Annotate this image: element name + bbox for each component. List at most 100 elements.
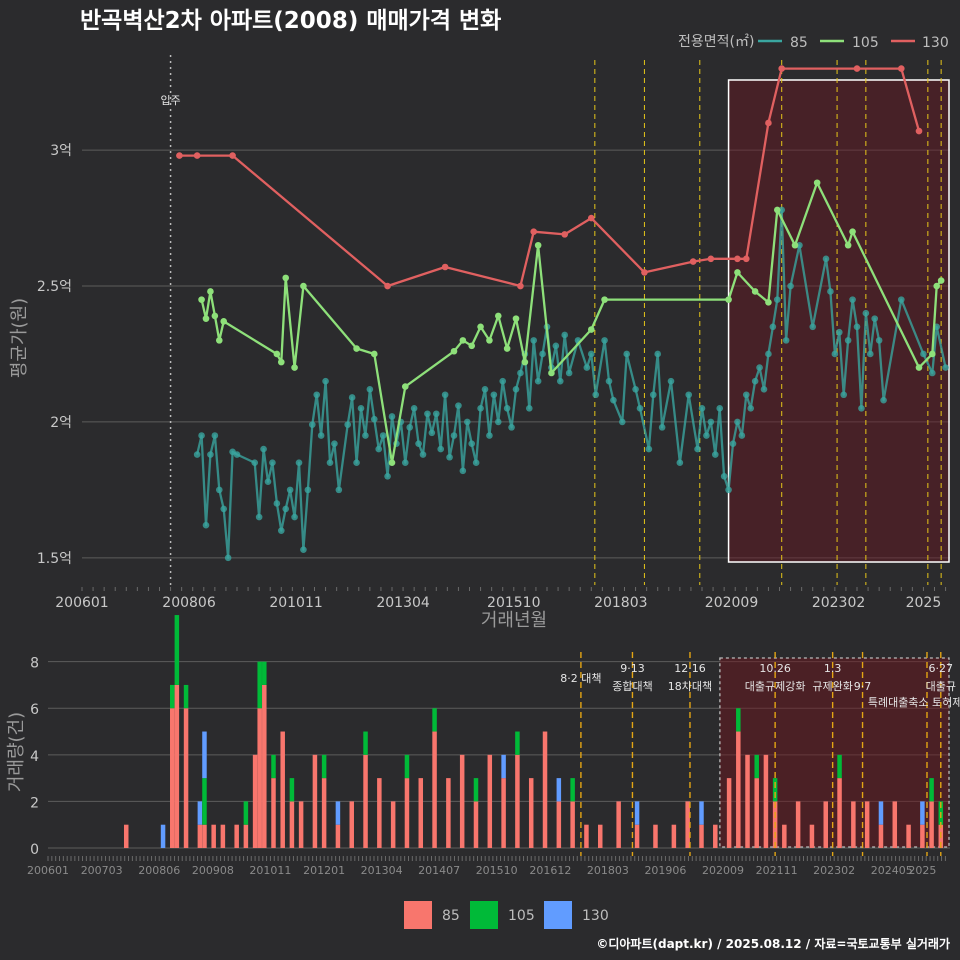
volume-x-tick-label: 202111 <box>756 864 798 877</box>
data-point-85 <box>517 369 524 377</box>
volume-bar-130 <box>699 801 704 825</box>
data-point-85 <box>308 421 316 428</box>
price-chart: 1.5억 2억 2.5억 3억 입주 200601 200806 201011 201304 20… <box>37 55 950 611</box>
data-point-85 <box>477 405 484 412</box>
x-tick-label: 202302 <box>812 595 865 611</box>
data-point-105 <box>928 350 936 358</box>
data-point-105 <box>751 288 759 295</box>
data-point-130 <box>229 152 236 159</box>
volume-bar-85 <box>556 801 562 848</box>
data-point-85 <box>773 296 781 303</box>
data-point-85 <box>455 402 462 409</box>
policy-date-label: 9·13 <box>620 662 645 675</box>
data-point-85 <box>525 405 533 412</box>
data-point-105 <box>198 296 205 303</box>
volume-bar-85 <box>763 754 769 848</box>
volume-bar-85 <box>335 824 341 848</box>
data-point-85 <box>942 364 949 371</box>
data-point-85 <box>207 451 214 458</box>
data-point-105 <box>521 358 529 366</box>
volume-bar-85 <box>616 801 621 848</box>
data-point-105 <box>601 296 608 303</box>
volume-y-tick-label: 4 <box>30 749 39 765</box>
data-point-85 <box>756 364 763 371</box>
volume-bar-105 <box>570 778 575 802</box>
volume-x-tick-label: 200601 <box>27 864 69 877</box>
volume-bar-85 <box>685 801 690 848</box>
data-point-85 <box>760 386 768 393</box>
chart-title: 반곡벽산2차 아파트(2008) 매매가격 변화 <box>80 8 501 34</box>
data-point-85 <box>494 418 502 426</box>
data-point-105 <box>844 241 852 249</box>
volume-bar-85 <box>197 824 203 848</box>
data-point-85 <box>357 405 365 412</box>
volume-bar-85 <box>473 801 479 848</box>
data-point-85 <box>291 513 298 521</box>
data-point-85 <box>220 505 228 513</box>
volume-x-tick-label: 201612 <box>529 864 571 877</box>
data-point-130 <box>734 255 741 263</box>
volume-bar-105 <box>754 754 759 779</box>
policy-name-label: 대출규 <box>926 680 956 693</box>
data-point-85 <box>211 432 219 439</box>
volume-x-tick-label: 202302 <box>813 864 855 877</box>
policy-name-label: 9·7 <box>854 680 872 693</box>
volume-bar-85 <box>782 824 787 848</box>
data-point-85 <box>711 451 719 458</box>
data-point-85 <box>822 255 830 263</box>
policy-date-label: 12·16 <box>674 662 706 675</box>
data-point-85 <box>725 486 732 494</box>
data-point-85 <box>472 459 480 466</box>
data-point-85 <box>835 328 843 336</box>
data-point-85 <box>317 432 325 439</box>
data-point-85 <box>490 391 498 399</box>
data-point-130 <box>587 214 595 222</box>
data-point-105 <box>773 206 781 214</box>
data-point-130 <box>517 282 524 290</box>
data-point-85 <box>765 350 772 358</box>
data-point-85 <box>419 451 427 458</box>
volume-bar-130 <box>501 754 506 779</box>
data-point-85 <box>747 405 755 412</box>
volume-bar-105 <box>183 684 189 709</box>
data-point-85 <box>446 453 453 461</box>
volume-bar-85 <box>542 731 548 848</box>
volume-bar-85 <box>851 801 856 848</box>
legend-bottom-label-130: 130 <box>582 908 609 924</box>
volume-bar-85 <box>446 778 451 848</box>
volume-bar-130 <box>634 801 640 825</box>
data-point-85 <box>388 413 396 420</box>
data-point-85 <box>707 418 715 426</box>
volume-bar-85 <box>671 824 677 848</box>
data-point-105 <box>791 241 799 249</box>
volume-x-tick-label: 200703 <box>81 864 123 877</box>
data-point-85 <box>928 369 936 377</box>
x-tick-label: 201304 <box>376 595 430 611</box>
volume-x-tick-label: 201011 <box>249 864 291 877</box>
data-point-85 <box>366 386 374 393</box>
y-tick-label: 3억 <box>50 143 72 159</box>
data-point-85 <box>224 554 232 562</box>
data-point-85 <box>313 391 321 399</box>
data-point-85 <box>432 410 440 418</box>
volume-x-tick-label: 201407 <box>418 864 460 877</box>
volume-bar-85 <box>390 801 396 848</box>
data-point-85 <box>348 394 356 401</box>
data-point-105 <box>468 342 476 350</box>
policy-name-label: 8·2 대책 <box>560 672 601 685</box>
x-tick-label: 201510 <box>487 595 540 611</box>
data-point-85 <box>508 424 515 431</box>
data-point-85 <box>716 405 724 412</box>
data-point-85 <box>738 432 746 439</box>
data-point-105 <box>813 179 821 187</box>
data-point-85 <box>849 296 856 303</box>
volume-bar-85 <box>257 708 262 848</box>
data-point-85 <box>530 337 538 344</box>
data-point-85 <box>618 418 626 426</box>
data-point-130 <box>193 152 201 159</box>
data-point-105 <box>725 296 732 303</box>
volume-bar-130 <box>556 778 562 802</box>
data-point-85 <box>503 405 511 412</box>
volume-bar-130 <box>197 801 203 825</box>
data-point-85 <box>853 323 861 331</box>
